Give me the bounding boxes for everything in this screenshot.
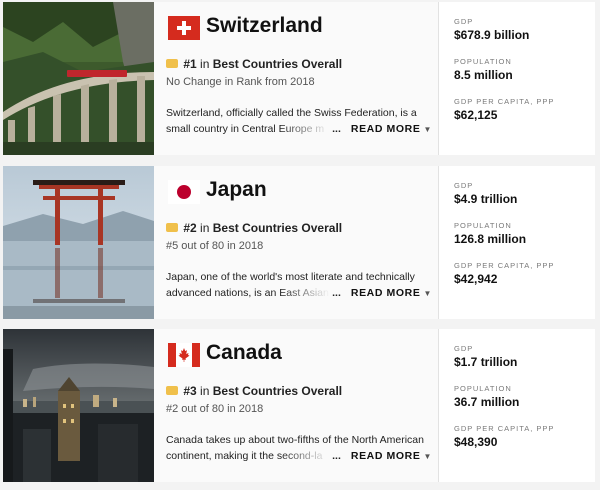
gdp-per-capita-value: $62,125 <box>454 108 498 122</box>
country-name[interactable]: Canada <box>206 341 282 364</box>
population-label: POPULATION <box>454 384 512 393</box>
rank-change: #2 out of 80 in 2018 <box>166 403 264 415</box>
ellipsis: ... <box>332 287 341 299</box>
rank-line: #3 in Best Countries Overall <box>166 384 342 398</box>
country-card-canada[interactable]: Canada #3 in Best Countries Overall #2 o… <box>3 329 595 482</box>
viaduct-photo <box>3 2 154 155</box>
population-label: POPULATION <box>454 57 512 66</box>
medal-icon <box>166 386 178 395</box>
rank-change: #5 out of 80 in 2018 <box>166 240 264 252</box>
description-line-2: small country in Central Europe m <box>166 123 325 135</box>
population-value: 36.7 million <box>454 395 520 409</box>
description-line-1: Switzerland, officially called the Swiss… <box>166 107 417 119</box>
rank-category-link[interactable]: Best Countries Overall <box>212 57 343 71</box>
population-label: POPULATION <box>454 221 512 230</box>
rank-in: in <box>200 384 210 398</box>
description-line-1: Canada takes up about two-fifths of the … <box>166 434 424 446</box>
medal-icon <box>166 59 178 68</box>
gdp-label: GDP <box>454 344 474 353</box>
country-stats-switzerland: GDP $678.9 billion POPULATION 8.5 millio… <box>440 2 595 155</box>
description-line-2: advanced nations, is an East Asian <box>166 287 329 299</box>
gdp-value: $1.7 trillion <box>454 355 518 369</box>
read-more-label: READ MORE <box>350 123 421 135</box>
country-photo-canada[interactable] <box>3 329 154 482</box>
country-info-japan: Japan #2 in Best Countries Overall #5 ou… <box>154 166 439 319</box>
ellipsis: ... <box>332 123 341 135</box>
gdp-value: $678.9 billion <box>454 28 530 42</box>
rank-category-link[interactable]: Best Countries Overall <box>212 221 343 235</box>
country-name[interactable]: Japan <box>206 178 267 201</box>
torii-photo <box>3 166 154 319</box>
country-card-japan[interactable]: Japan #2 in Best Countries Overall #5 ou… <box>3 166 595 319</box>
country-info-switzerland: Switzerland #1 in Best Countries Overall… <box>154 2 439 155</box>
gdp-label: GDP <box>454 17 474 26</box>
country-stats-japan: GDP $4.9 trillion POPULATION 126.8 milli… <box>440 166 595 319</box>
country-stats-canada: GDP $1.7 trillion POPULATION 36.7 millio… <box>440 329 595 482</box>
rank-number: #3 <box>183 384 197 398</box>
gdp-per-capita-value: $48,390 <box>454 435 498 449</box>
gdp-value: $4.9 trillion <box>454 192 518 206</box>
rank-number: #1 <box>183 57 197 71</box>
rank-number: #2 <box>183 221 197 235</box>
rank-category-link[interactable]: Best Countries Overall <box>212 384 343 398</box>
gdp-per-capita-label: GDP PER CAPITA, PPP <box>454 424 555 433</box>
rank-line: #2 in Best Countries Overall <box>166 221 342 235</box>
rank-line: #1 in Best Countries Overall <box>166 57 342 71</box>
country-photo-switzerland[interactable] <box>3 2 154 155</box>
population-value: 8.5 million <box>454 68 513 82</box>
country-photo-japan[interactable] <box>3 166 154 319</box>
country-name[interactable]: Switzerland <box>206 14 323 37</box>
gdp-per-capita-label: GDP PER CAPITA, PPP <box>454 97 555 106</box>
gdp-per-capita-label: GDP PER CAPITA, PPP <box>454 261 555 270</box>
description-line-1: Japan, one of the world's most literate … <box>166 271 415 283</box>
country-description: Canada takes up about two-fifths of the … <box>166 432 432 465</box>
chevron-down-icon: ▼ <box>423 125 432 134</box>
city-skyline-photo <box>3 329 154 482</box>
medal-icon <box>166 223 178 232</box>
chevron-down-icon: ▼ <box>423 289 432 298</box>
country-info-canada: Canada #3 in Best Countries Overall #2 o… <box>154 329 439 482</box>
rank-in: in <box>200 57 210 71</box>
rank-in: in <box>200 221 210 235</box>
canada-flag-icon <box>168 343 200 367</box>
ellipsis: ... <box>332 450 341 462</box>
read-more-label: READ MORE <box>350 287 421 299</box>
country-card-switzerland[interactable]: Switzerland #1 in Best Countries Overall… <box>3 2 595 155</box>
country-description: Switzerland, officially called the Swiss… <box>166 105 432 138</box>
read-more-button[interactable]: READ MORE ▼ <box>351 448 432 465</box>
read-more-button[interactable]: READ MORE ▼ <box>351 121 432 138</box>
population-value: 126.8 million <box>454 232 527 246</box>
rank-change: No Change in Rank from 2018 <box>166 76 315 88</box>
japan-flag-icon <box>168 180 200 204</box>
swiss-flag-icon <box>168 16 200 40</box>
read-more-label: READ MORE <box>350 450 421 462</box>
gdp-label: GDP <box>454 181 474 190</box>
gdp-per-capita-value: $42,942 <box>454 272 498 286</box>
read-more-button[interactable]: READ MORE ▼ <box>351 285 432 302</box>
country-description: Japan, one of the world's most literate … <box>166 269 432 302</box>
description-line-2: continent, making it the second-la <box>166 450 323 462</box>
chevron-down-icon: ▼ <box>423 452 432 461</box>
